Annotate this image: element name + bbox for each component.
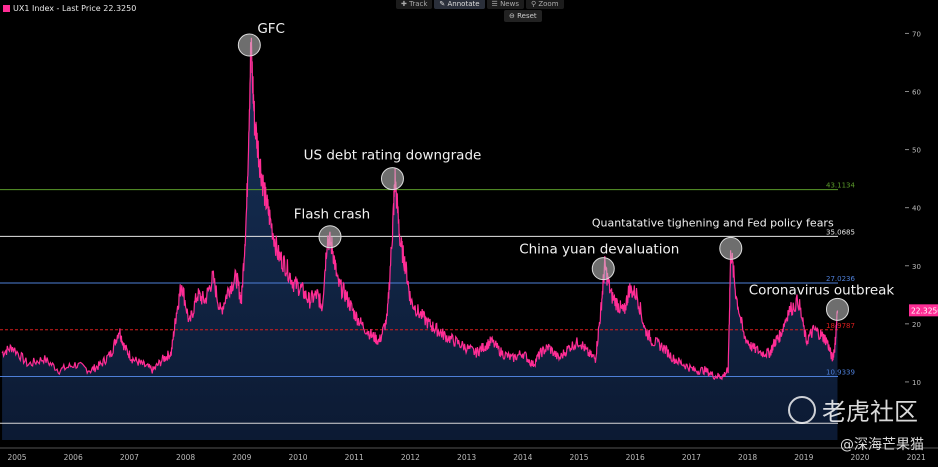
x-tick-label: 2013 xyxy=(457,453,476,462)
y-tick-label: 40 xyxy=(912,205,921,213)
chart-toolbar: ✚ Track ✎ Annotate ☰ News ⚲ Zoom xyxy=(396,0,564,9)
x-tick-label: 2010 xyxy=(288,453,307,462)
reference-line-label: 10.9339 xyxy=(826,368,855,376)
y-tick-label: 70 xyxy=(912,30,921,38)
annotation-label: GFC xyxy=(257,21,285,37)
x-tick-label: 2021 xyxy=(907,453,926,462)
y-tick-label: 60 xyxy=(912,89,921,97)
annotate-button[interactable]: ✎ Annotate xyxy=(434,0,485,9)
x-tick-label: 2017 xyxy=(682,453,701,462)
y-tick-label: 20 xyxy=(912,321,921,329)
x-tick-label: 2007 xyxy=(120,453,139,462)
x-tick-label: 2005 xyxy=(7,453,26,462)
news-label: News xyxy=(500,0,519,8)
x-tick-label: 2018 xyxy=(738,453,757,462)
x-tick-label: 2011 xyxy=(345,453,364,462)
annotation-marker xyxy=(825,297,849,321)
x-tick-label: 2020 xyxy=(850,453,869,462)
reset-label: Reset xyxy=(517,12,537,20)
legend: UX1 Index - Last Price 22.3250 xyxy=(3,1,136,15)
x-tick-label: 2015 xyxy=(569,453,588,462)
annotation-marker xyxy=(237,33,261,57)
watermark: 老虎社区 xyxy=(788,392,918,427)
legend-label: UX1 Index - Last Price 22.3250 xyxy=(13,3,137,13)
annotation-marker xyxy=(719,236,743,260)
x-tick-label: 2012 xyxy=(401,453,420,462)
x-tick-label: 2019 xyxy=(794,453,813,462)
annotation-label: US debt rating downgrade xyxy=(304,148,482,164)
annotation-marker xyxy=(380,167,404,191)
annotation-label: Quantatative tighening and Fed policy fe… xyxy=(592,216,834,229)
last-price-tag xyxy=(909,304,938,317)
reference-line-label: 35.0685 xyxy=(826,228,855,236)
reset-button[interactable]: ⊖ Reset xyxy=(504,10,542,22)
track-label: Track xyxy=(409,0,428,8)
x-tick-label: 2009 xyxy=(232,453,251,462)
x-tick-label: 2014 xyxy=(513,453,532,462)
series-area xyxy=(2,37,838,441)
annotate-label: Annotate xyxy=(447,0,480,8)
annotation-label: Flash crash xyxy=(294,207,371,223)
x-tick-label: 2008 xyxy=(176,453,195,462)
track-button[interactable]: ✚ Track xyxy=(396,0,433,9)
tiger-logo-icon xyxy=(788,395,816,424)
x-tick-label: 2006 xyxy=(64,453,83,462)
annotation-marker xyxy=(591,257,615,281)
reference-line-label: 27.0236 xyxy=(826,275,855,283)
x-tick-label: 2016 xyxy=(626,453,645,462)
last-price-label: 22.3250 xyxy=(911,306,938,315)
zoom-label: Zoom xyxy=(538,0,559,8)
y-tick-label: 50 xyxy=(912,147,921,155)
reference-line-label: 43.1134 xyxy=(826,182,855,190)
annotation-label: China yuan devaluation xyxy=(519,242,679,258)
watermark-handle: @深海芒果猫 xyxy=(840,437,924,453)
news-button[interactable]: ☰ News xyxy=(486,0,524,9)
series-line xyxy=(1,37,839,381)
watermark-brand: 老虎社区 xyxy=(822,398,918,426)
zoom-button[interactable]: ⚲ Zoom xyxy=(525,0,564,9)
y-tick-label: 30 xyxy=(912,263,921,271)
annotation-label: Coronavirus outbreak xyxy=(749,282,895,298)
reference-line-label: 18.9787 xyxy=(826,322,855,330)
legend-swatch xyxy=(3,4,10,12)
annotation-marker xyxy=(318,225,342,249)
y-tick-label: 10 xyxy=(912,379,921,387)
